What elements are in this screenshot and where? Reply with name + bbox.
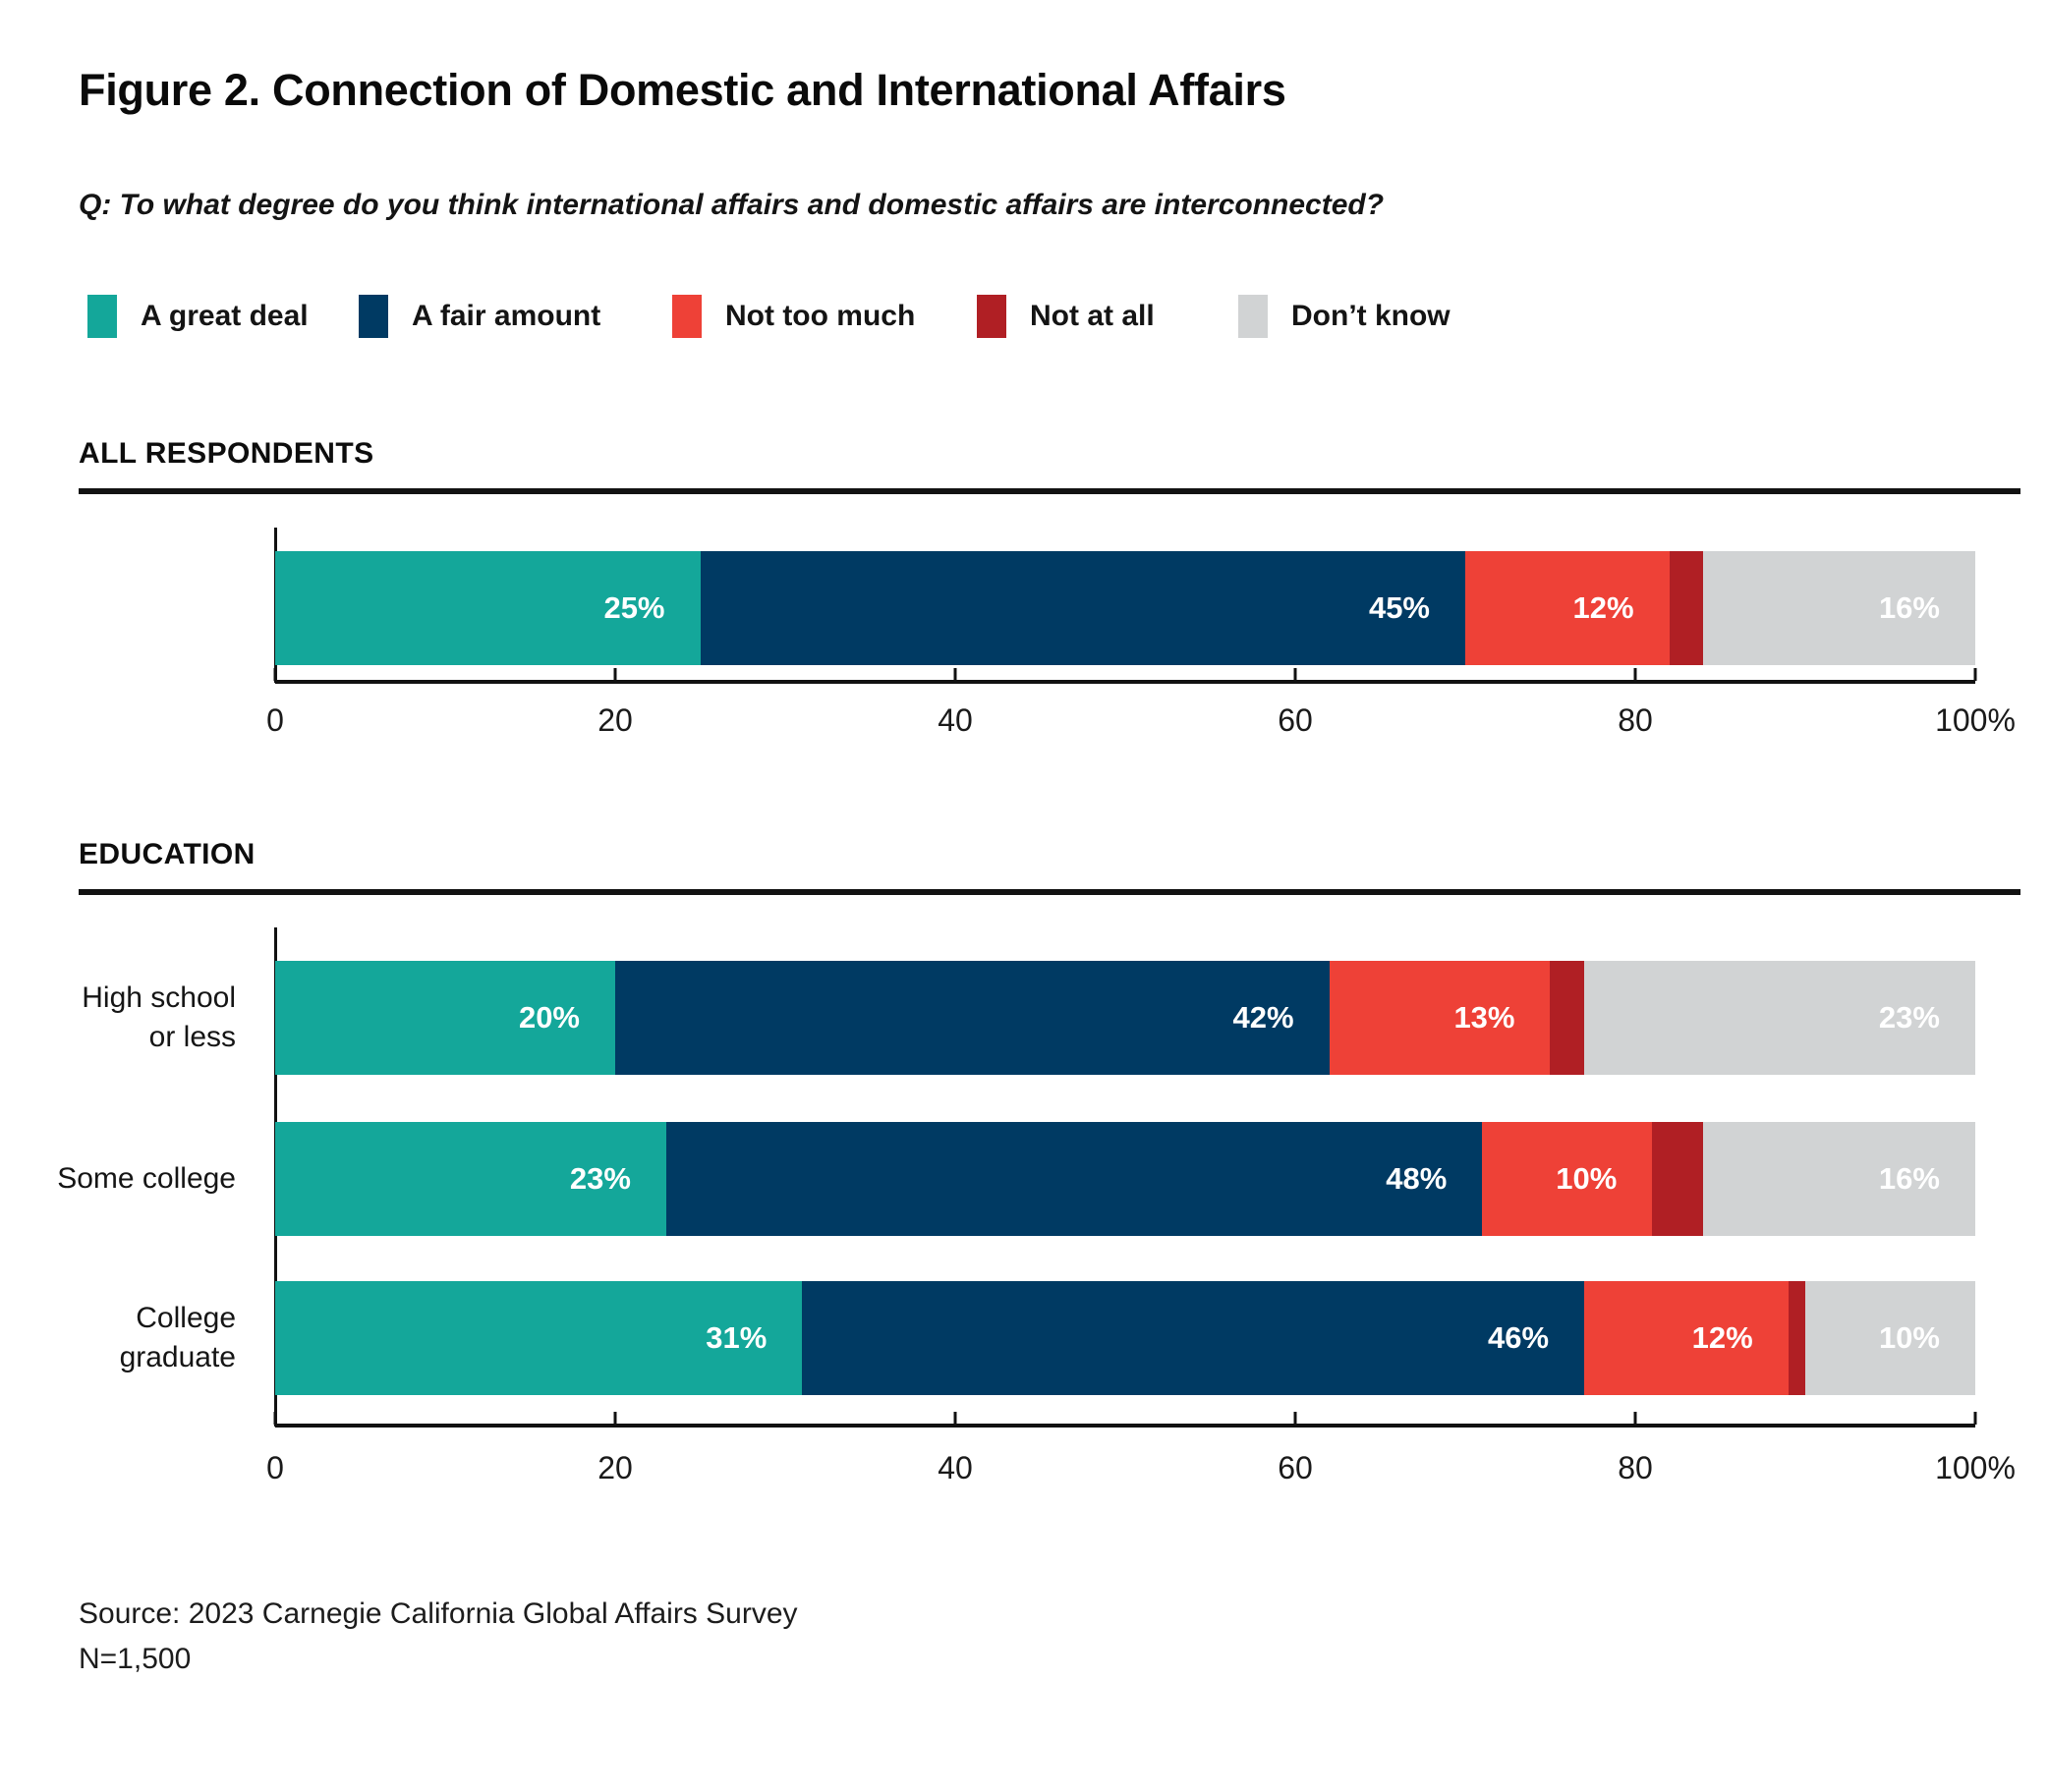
- segment-don-t-know: 16%: [1703, 1122, 1975, 1236]
- axis-tick: [1293, 668, 1297, 681]
- axis-tick-label: 0: [266, 1450, 284, 1485]
- legend-item-don-t-know: Don’t know: [1238, 295, 1451, 338]
- segment-not-at-all: [1652, 1122, 1704, 1236]
- legend-swatch-not-at-all: [977, 295, 1006, 338]
- axis-tick-label: 80: [1618, 1450, 1653, 1485]
- segment-value-label: 16%: [1878, 1161, 1940, 1196]
- segment-not-too-much: 12%: [1465, 551, 1670, 665]
- legend-item-a-great-deal: A great deal: [87, 295, 309, 338]
- segment-not-too-much: 13%: [1329, 961, 1551, 1075]
- axis-tick-label: 0: [266, 702, 284, 738]
- bar-row-high-school-or-less: 20% 42% 13% 23%: [275, 961, 1975, 1075]
- segment-value-label: 46%: [1488, 1320, 1550, 1355]
- axis-tick: [1293, 1412, 1297, 1425]
- axis-tick: [273, 1412, 277, 1425]
- segment-value-label: 20%: [518, 1000, 580, 1035]
- bar-row-some-college: 23% 48% 10% 16%: [275, 1122, 1975, 1236]
- axis-tick-label: 40: [938, 702, 973, 738]
- legend-label: Don’t know: [1291, 300, 1451, 332]
- section-rule: [79, 488, 2020, 494]
- legend-label: Not too much: [725, 300, 916, 332]
- axis-tick-label: 20: [597, 702, 633, 738]
- axis-tick-label: 60: [1278, 1450, 1313, 1485]
- section-header-education: EDUCATION: [79, 838, 256, 870]
- legend-item-not-at-all: Not at all: [977, 295, 1155, 338]
- segment-not-too-much: 10%: [1482, 1122, 1653, 1236]
- segment-a-fair-amount: 42%: [615, 961, 1330, 1075]
- segment-value-label: 31%: [706, 1320, 768, 1355]
- legend-swatch-don-t-know: [1238, 295, 1268, 338]
- segment-a-great-deal: 25%: [275, 551, 701, 665]
- axis-tick: [273, 668, 277, 681]
- axis-tick: [1633, 1412, 1637, 1425]
- segment-value-label: 10%: [1878, 1320, 1940, 1355]
- x-axis: [275, 1424, 1975, 1428]
- axis-tick: [1973, 668, 1977, 681]
- segment-not-at-all: [1669, 551, 1704, 665]
- axis-tick-label: 100%: [1935, 1450, 2016, 1485]
- axis-tick-label: 100%: [1935, 702, 2016, 738]
- legend-swatch-not-too-much: [672, 295, 702, 338]
- sample-size: N=1,500: [79, 1643, 192, 1675]
- axis-tick: [613, 1412, 617, 1425]
- legend-swatch-a-fair-amount: [359, 295, 388, 338]
- segment-don-t-know: 10%: [1804, 1281, 1975, 1395]
- axis-tick: [1973, 1412, 1977, 1425]
- legend-item-a-fair-amount: A fair amount: [359, 295, 600, 338]
- segment-value-label: 16%: [1878, 590, 1940, 625]
- segment-value-label: 23%: [1878, 1000, 1940, 1035]
- category-label-some-college: Some college: [57, 1162, 236, 1195]
- chart-education: 20% 42% 13% 23% High school or less 23% 48% 10% 1…: [57, 927, 2016, 1527]
- axis-tick-label: 20: [597, 1450, 633, 1485]
- legend-swatch-a-great-deal: [87, 295, 117, 338]
- segment-not-too-much: 12%: [1584, 1281, 1789, 1395]
- axis-tick-label: 80: [1618, 702, 1653, 738]
- segment-don-t-know: 23%: [1584, 961, 1975, 1075]
- survey-question: Q: To what degree do you think internati…: [79, 189, 1385, 221]
- bar-row: 25% 45% 12% 16%: [275, 551, 1975, 665]
- legend-label: A fair amount: [412, 300, 601, 332]
- category-label-high-school-or-less: High school or less: [82, 981, 236, 1053]
- source-line: Source: 2023 Carnegie California Global …: [79, 1597, 798, 1630]
- axis-tick: [953, 668, 957, 681]
- segment-value-label: 23%: [569, 1161, 631, 1196]
- segment-value-label: 12%: [1572, 590, 1634, 625]
- segment-not-at-all: [1550, 961, 1585, 1075]
- segment-a-great-deal: 23%: [275, 1122, 666, 1236]
- axis-tick: [1633, 668, 1637, 681]
- segment-value-label: 12%: [1691, 1320, 1753, 1355]
- section-header-all-respondents: ALL RESPONDENTS: [79, 437, 374, 470]
- bar-row-college-graduate: 31% 46% 12% 10%: [275, 1281, 1975, 1395]
- axis-tick: [613, 668, 617, 681]
- x-axis: [275, 680, 1975, 684]
- segment-value-label: 25%: [603, 590, 665, 625]
- segment-a-great-deal: 31%: [275, 1281, 803, 1395]
- segment-value-label: 10%: [1556, 1161, 1618, 1196]
- segment-a-fair-amount: 45%: [700, 551, 1465, 665]
- segment-a-fair-amount: 46%: [802, 1281, 1585, 1395]
- segment-a-fair-amount: 48%: [665, 1122, 1483, 1236]
- segment-not-at-all: [1788, 1281, 1805, 1395]
- section-rule: [79, 889, 2020, 895]
- segment-value-label: 45%: [1368, 590, 1430, 625]
- source-note: Source: 2023 Carnegie California Global …: [79, 1592, 798, 1682]
- segment-don-t-know: 16%: [1703, 551, 1975, 665]
- legend-label: Not at all: [1030, 300, 1155, 332]
- category-label-college-graduate: College graduate: [119, 1302, 236, 1373]
- axis-tick-label: 60: [1278, 702, 1313, 738]
- legend-label: A great deal: [141, 300, 309, 332]
- chart-all-respondents: 25% 45% 12% 16% 0 20 40 60 80 100%: [266, 528, 2016, 763]
- legend-item-not-too-much: Not too much: [672, 295, 915, 338]
- legend: A great deal A fair amount Not too much Not…: [0, 295, 2048, 338]
- segment-a-great-deal: 20%: [275, 961, 615, 1075]
- figure-title: Figure 2. Connection of Domestic and Int…: [79, 65, 1286, 115]
- axis-tick-label: 40: [938, 1450, 973, 1485]
- segment-value-label: 13%: [1453, 1000, 1515, 1035]
- segment-value-label: 48%: [1386, 1161, 1448, 1196]
- axis-tick: [953, 1412, 957, 1425]
- segment-value-label: 42%: [1232, 1000, 1294, 1035]
